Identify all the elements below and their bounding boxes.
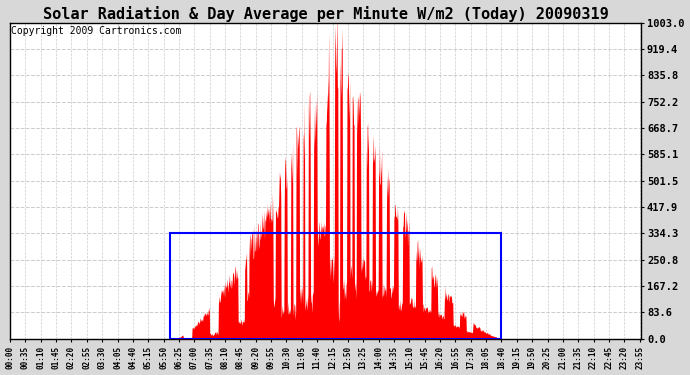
Bar — [170, 233, 502, 339]
Text: Copyright 2009 Cartronics.com: Copyright 2009 Cartronics.com — [11, 26, 181, 36]
Title: Solar Radiation & Day Average per Minute W/m2 (Today) 20090319: Solar Radiation & Day Average per Minute… — [43, 6, 609, 21]
